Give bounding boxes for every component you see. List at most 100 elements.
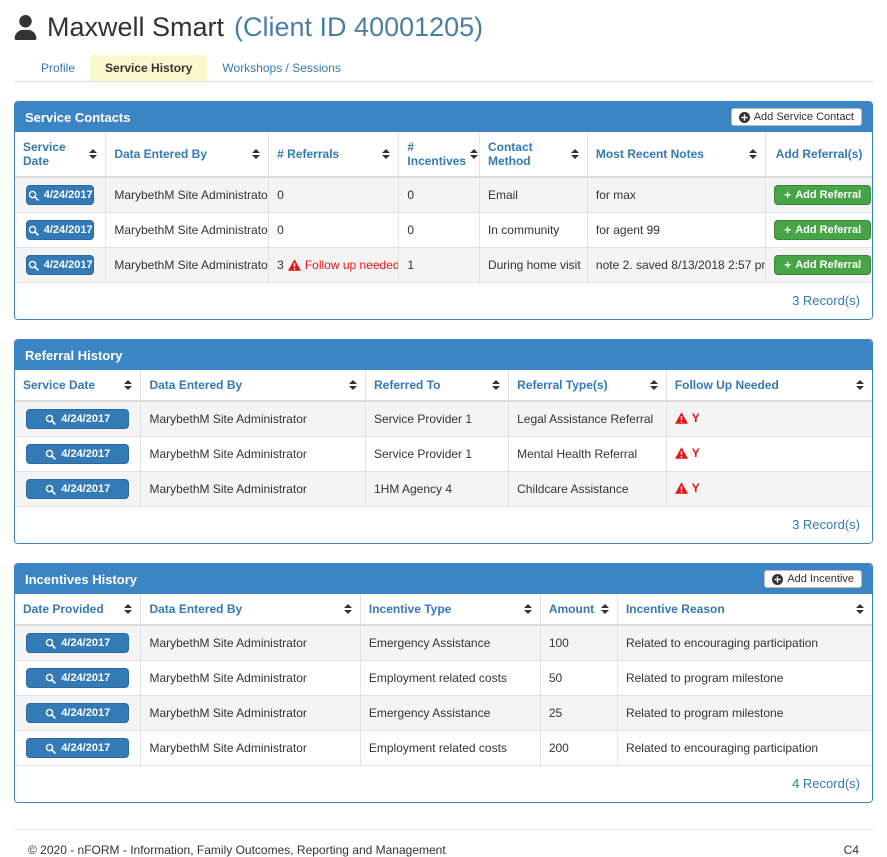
- column-label: Data Entered By: [149, 378, 243, 392]
- view-record-date-button[interactable]: 4/24/2017: [26, 738, 130, 758]
- column-header-amount[interactable]: Amount: [539, 594, 618, 626]
- column-header-contact-method[interactable]: Contact Method: [478, 132, 588, 178]
- column-header-data-entered-by[interactable]: Data Entered By: [140, 370, 366, 402]
- add-referral-button[interactable]: + Add Referral: [774, 185, 872, 205]
- column-header-inner: Service Date: [23, 378, 133, 392]
- record-count: 3 Record(s): [15, 507, 872, 543]
- column-header-add-referral-s: Add Referral(s): [765, 132, 872, 178]
- column-header-incentives[interactable]: # Incentives: [398, 132, 480, 178]
- view-record-date-button[interactable]: 4/24/2017: [26, 633, 130, 653]
- date-label: 4/24/2017: [43, 259, 93, 271]
- column-header-inner: Data Entered By: [149, 602, 352, 616]
- button-label: Add Referral: [795, 259, 862, 271]
- column-label: Referral Type(s): [517, 378, 608, 392]
- service-contacts-panel: Service Contacts Add Service Contact Ser…: [14, 101, 873, 320]
- table-cell: 4/24/2017: [15, 400, 142, 437]
- sort-down-arrow: [124, 610, 133, 614]
- column-header-referral-type-s[interactable]: Referral Type(s): [508, 370, 667, 402]
- column-header-referrals[interactable]: # Referrals: [268, 132, 400, 178]
- search-icon: [45, 673, 56, 684]
- column-header-incentive-type[interactable]: Incentive Type: [359, 594, 541, 626]
- date-label: 4/24/2017: [61, 637, 111, 649]
- view-record-date-button[interactable]: 4/24/2017: [26, 409, 130, 429]
- table-cell: 1: [398, 247, 480, 283]
- date-label: 4/24/2017: [61, 483, 111, 495]
- warning-triangle-icon: [674, 482, 688, 494]
- column-header-data-entered-by[interactable]: Data Entered By: [105, 132, 270, 178]
- table-cell: MarybethM Site Administrator: [105, 212, 270, 248]
- column-header-service-date[interactable]: Service Date: [15, 370, 142, 402]
- view-record-date-button[interactable]: 4/24/2017: [26, 444, 130, 464]
- view-record-date-button[interactable]: 4/24/2017: [26, 220, 95, 240]
- view-record-date-button[interactable]: 4/24/2017: [26, 668, 130, 688]
- search-icon: [45, 708, 56, 719]
- view-record-date-button[interactable]: 4/24/2017: [26, 703, 130, 723]
- sort-icon: [523, 604, 532, 614]
- table-cell: Service Provider 1: [364, 400, 510, 437]
- warning-triangle-icon: [674, 447, 688, 459]
- table-cell: Legal Assistance Referral: [508, 400, 667, 437]
- column-label: Service Date: [23, 378, 96, 392]
- table-cell: 4/24/2017: [15, 730, 142, 766]
- followup-flag-value: Y: [691, 411, 700, 425]
- date-label: 4/24/2017: [61, 707, 111, 719]
- sort-up-arrow: [492, 380, 501, 384]
- table-cell: 0: [268, 212, 400, 248]
- column-header-incentive-reason[interactable]: Incentive Reason: [616, 594, 872, 626]
- sort-icon: [343, 604, 352, 614]
- add-referral-button[interactable]: + Add Referral: [774, 220, 872, 240]
- column-label: Referred To: [374, 378, 441, 392]
- column-label: # Incentives: [407, 140, 467, 168]
- sort-down-arrow: [649, 386, 658, 390]
- panel-title: Service Contacts: [25, 109, 131, 125]
- table-row: 4/24/2017 MarybethM Site Administrator Ser…: [15, 400, 872, 437]
- table-cell: Related to encouraging participation: [616, 730, 872, 766]
- date-label: 4/24/2017: [61, 413, 111, 425]
- column-header-referred-to[interactable]: Referred To: [364, 370, 510, 402]
- sort-icon: [492, 380, 501, 390]
- table-row: 4/24/2017 MarybethM Site Administrator 0 0 E…: [15, 176, 872, 213]
- table-cell: Emergency Assistance: [359, 695, 541, 731]
- copyright-text: © 2020 - nFORM - Information, Family Out…: [28, 843, 446, 857]
- sort-up-arrow: [600, 604, 609, 608]
- view-record-date-button[interactable]: 4/24/2017: [26, 185, 95, 205]
- tab-workshops-sessions[interactable]: Workshops / Sessions: [222, 61, 341, 75]
- sort-icon: [470, 149, 479, 159]
- table-cell: 4/24/2017: [15, 247, 107, 283]
- sort-up-arrow: [343, 604, 352, 608]
- column-header-date-provided[interactable]: Date Provided: [15, 594, 142, 626]
- referral-history-panel: Referral History Service Date Data Entere…: [14, 339, 873, 544]
- column-header-follow-up-needed[interactable]: Follow Up Needed: [665, 370, 872, 402]
- incentives-history-panel: Incentives History Add Incentive Date Pr…: [14, 563, 873, 803]
- column-header-service-date[interactable]: Service Date: [15, 132, 107, 178]
- record-count: 3 Record(s): [15, 283, 872, 319]
- tab-service-history[interactable]: Service History: [90, 55, 208, 81]
- table-cell: 0: [398, 176, 480, 213]
- tab-profile[interactable]: Profile: [41, 61, 76, 75]
- view-record-date-button[interactable]: 4/24/2017: [26, 479, 130, 499]
- search-icon: [45, 743, 56, 754]
- table-cell: Childcare Assistance: [508, 471, 667, 507]
- sort-up-arrow: [89, 149, 98, 153]
- column-label: Most Recent Notes: [595, 147, 704, 161]
- add-service-contact-button[interactable]: Add Service Contact: [730, 108, 862, 126]
- column-header-inner: Contact Method: [488, 140, 579, 168]
- sort-icon: [649, 380, 658, 390]
- date-label: 4/24/2017: [43, 224, 93, 236]
- record-count: 4 Record(s): [15, 766, 872, 802]
- table-cell: MarybethM Site Administrator: [140, 730, 361, 766]
- followup-flag: Y: [674, 481, 700, 495]
- sort-up-arrow: [749, 149, 758, 153]
- add-incentive-button[interactable]: Add Incentive: [764, 570, 862, 588]
- search-icon: [28, 225, 39, 236]
- add-referral-button[interactable]: + Add Referral: [774, 255, 872, 275]
- plus-circle-icon: [772, 573, 784, 585]
- column-label: Incentive Type: [368, 602, 452, 616]
- column-header-most-recent-notes[interactable]: Most Recent Notes: [586, 132, 767, 178]
- sort-up-arrow: [382, 149, 391, 153]
- table-header-row: Service Date Data Entered By Referred To Re…: [15, 370, 872, 402]
- view-record-date-button[interactable]: 4/24/2017: [26, 255, 95, 275]
- column-header-inner: # Referrals: [277, 147, 391, 161]
- column-header-data-entered-by[interactable]: Data Entered By: [140, 594, 361, 626]
- column-header-inner: Incentive Reason: [626, 602, 864, 616]
